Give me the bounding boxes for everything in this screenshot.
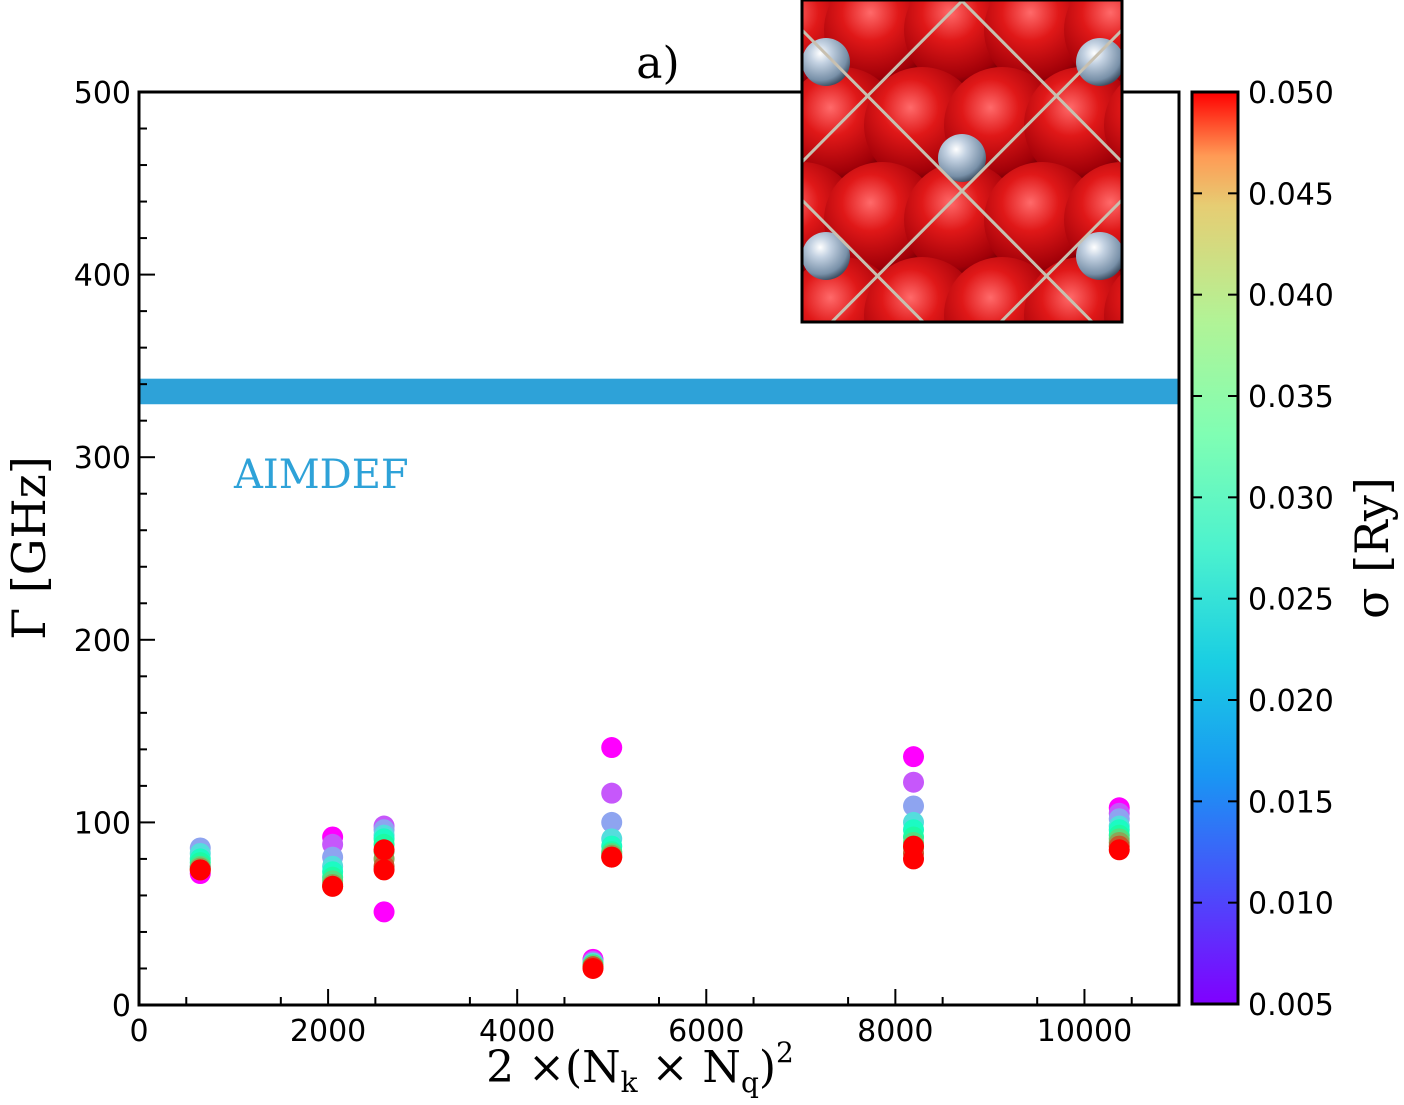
inset-grey-atom: [802, 232, 850, 280]
aimdef-label: AIMDEF: [233, 452, 409, 498]
data-point: [373, 839, 395, 861]
panel-title: a): [636, 38, 679, 89]
inset-red-atom: [664, 162, 780, 278]
scatter-points: [189, 737, 1130, 979]
axis-ticks: 0 2000 4000 6000 8000 10000 0 100 200 300 400 500: [74, 76, 1133, 1049]
inset-red-atom: [984, 352, 1100, 468]
inset-red-atom: [664, 352, 780, 468]
colorbar-label: σ [Ry]: [1345, 477, 1399, 619]
y-axis-label: Γ [GHz]: [2, 456, 56, 640]
data-point: [373, 901, 395, 923]
colorbar-tick-label: 0.050: [1248, 76, 1334, 111]
y-tick-label: 300: [74, 441, 131, 476]
inset-red-atom: [1104, 273, 1122, 322]
x-label-sub-q: q: [741, 1066, 759, 1099]
x-label-times: × N: [638, 1042, 741, 1093]
colorbar-tick-label: 0.040: [1248, 279, 1334, 314]
colorbar-tick-label: 0.030: [1248, 481, 1334, 516]
data-point: [189, 859, 211, 881]
data-point: [322, 875, 344, 897]
inset-red-atom: [904, 162, 1020, 278]
surface-atoms-icon: [664, 0, 1260, 468]
x-label-close: ): [759, 1042, 776, 1093]
inset-red-atom: [664, 0, 780, 88]
inset-red-atom: [904, 352, 1020, 468]
colorbar-ticks: 0.005 0.010 0.015 0.020 0.025 0.030 0.035 0.040…: [1192, 76, 1334, 1023]
x-tick-label: 10000: [1037, 1014, 1132, 1049]
y-tick-label: 200: [74, 624, 131, 659]
y-tick-label: 0: [112, 989, 131, 1024]
x-axis-label: 2 ×(Nk × Nq)2: [486, 1036, 794, 1099]
x-tick-label: 8000: [857, 1014, 933, 1049]
data-point: [601, 737, 623, 759]
inset-grey-atom: [1076, 38, 1122, 86]
x-label-sup: 2: [776, 1036, 794, 1069]
colorbar-tick-label: 0.005: [1248, 988, 1334, 1023]
colorbar-tick-label: 0.010: [1248, 887, 1334, 922]
data-point: [903, 835, 925, 857]
inset-grey-atom: [1076, 232, 1122, 280]
inset-red-atom: [984, 162, 1100, 278]
data-point: [903, 771, 925, 793]
colorbar-tick-label: 0.025: [1248, 583, 1334, 618]
inset-red-atom: [824, 162, 940, 278]
colorbar-tick-label: 0.045: [1248, 177, 1334, 212]
data-point: [601, 811, 623, 833]
data-point: [903, 746, 925, 768]
data-point: [373, 859, 395, 881]
inset-grey-atom: [938, 134, 986, 182]
colorbar: [1190, 90, 1240, 1006]
x-tick-label: 0: [129, 1014, 148, 1049]
inset-grey-atom: [802, 38, 850, 86]
inset-red-atom: [1144, 0, 1260, 88]
inset-red-atom: [824, 352, 940, 468]
colorbar-tick-label: 0.020: [1248, 684, 1334, 719]
x-label-prefix: 2 ×(N: [486, 1042, 621, 1093]
data-point: [1108, 839, 1130, 861]
data-point: [903, 795, 925, 817]
x-tick-label: 2000: [290, 1014, 366, 1049]
data-point: [601, 782, 623, 804]
inset-red-atom: [1024, 67, 1122, 183]
x-tick-label: 4000: [479, 1014, 555, 1049]
y-tick-label: 500: [74, 76, 131, 111]
colorbar-tick-label: 0.035: [1248, 380, 1334, 415]
data-point: [582, 957, 604, 979]
x-label-sub-k: k: [621, 1066, 639, 1099]
data-point: [601, 846, 623, 868]
inset-red-atom: [1104, 83, 1122, 167]
colorbar-tick-label: 0.015: [1248, 785, 1334, 820]
inset-red-atom: [744, 352, 860, 468]
x-tick-label: 6000: [668, 1014, 744, 1049]
y-tick-label: 100: [74, 806, 131, 841]
aimdef-reference-band: [139, 378, 1179, 405]
inset-frame: [800, 0, 1124, 324]
y-tick-label: 400: [74, 259, 131, 294]
inset-red-atom: [1064, 352, 1180, 468]
